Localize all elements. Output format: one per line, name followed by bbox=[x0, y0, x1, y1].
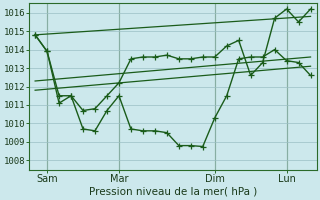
X-axis label: Pression niveau de la mer( hPa ): Pression niveau de la mer( hPa ) bbox=[89, 187, 257, 197]
